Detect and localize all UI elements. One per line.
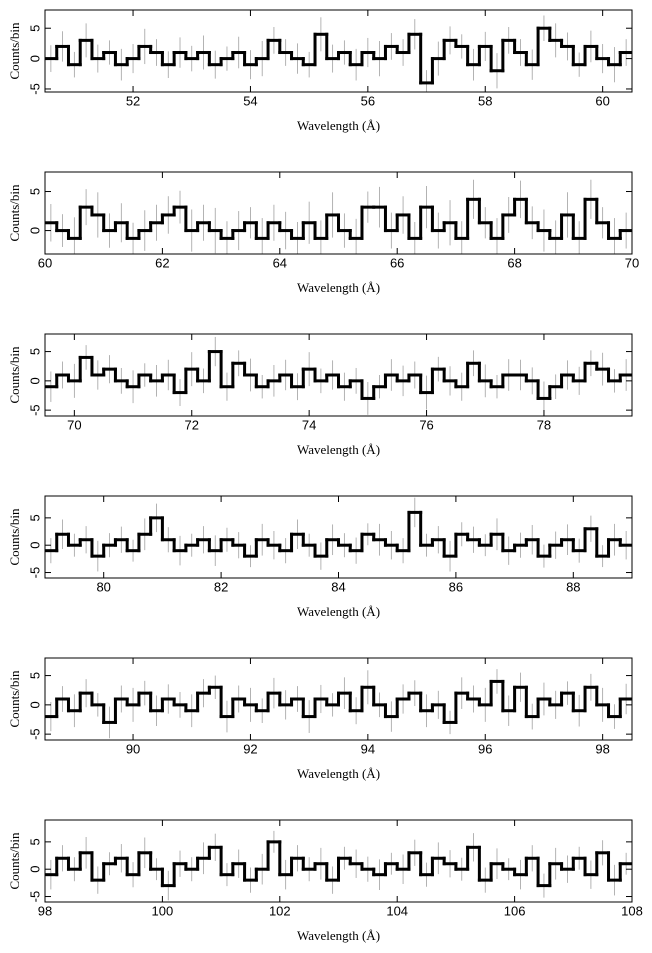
plot-frame	[44, 171, 633, 255]
panel: 70 72 74 76 78 -5 0 5 Wavelength (Å) Counts/bin	[7, 333, 633, 457]
plot-area	[45, 336, 632, 416]
x-tick-label: 60	[595, 93, 609, 108]
x-tick-label: 92	[243, 741, 257, 756]
x-tick-label: 68	[507, 255, 521, 270]
y-tick-label: -5	[27, 404, 42, 416]
y-tick-label: 0	[27, 377, 42, 384]
plot-frame	[44, 819, 633, 903]
y-axis-label: Counts/bin	[7, 670, 22, 728]
x-tick-label: 64	[273, 255, 287, 270]
y-tick-label: -5	[27, 83, 42, 95]
x-tick-label: 100	[152, 903, 174, 918]
plot-frame	[44, 657, 633, 741]
x-tick-label: 98	[595, 741, 609, 756]
y-axis-label: Counts/bin	[7, 508, 22, 566]
plot-area	[45, 179, 632, 254]
x-axis-label: Wavelength (Å)	[297, 928, 380, 943]
plot-frame	[44, 9, 633, 93]
x-tick-label: 86	[449, 579, 463, 594]
x-tick-label: 104	[386, 903, 408, 918]
x-tick-label: 74	[302, 417, 316, 432]
x-tick-label: 66	[390, 255, 404, 270]
x-tick-label: 106	[504, 903, 526, 918]
x-tick-label: 76	[419, 417, 433, 432]
plot-area	[45, 15, 632, 92]
x-tick-label: 82	[214, 579, 228, 594]
y-tick-label: 0	[27, 866, 42, 873]
x-tick-label: 108	[621, 903, 643, 918]
x-tick-label: 70	[625, 255, 639, 270]
x-tick-label: 54	[243, 93, 257, 108]
y-axis-label: Counts/bin	[7, 184, 22, 242]
plot-area	[45, 669, 632, 739]
x-tick-label: 94	[361, 741, 375, 756]
x-axis-label: Wavelength (Å)	[297, 118, 380, 133]
y-tick-label: 5	[27, 25, 42, 32]
y-tick-label: 0	[27, 701, 42, 708]
x-tick-label: 62	[155, 255, 169, 270]
x-tick-label: 70	[67, 417, 81, 432]
x-tick-label: 72	[185, 417, 199, 432]
x-tick-label: 90	[126, 741, 140, 756]
x-tick-label: 78	[537, 417, 551, 432]
x-axis-label: Wavelength (Å)	[297, 766, 380, 781]
x-axis-label: Wavelength (Å)	[297, 604, 380, 619]
y-axis-label: Counts/bin	[7, 22, 22, 80]
panel: 80 82 84 86 88 -5 0 5 Wavelength (Å) Counts/bin	[7, 495, 633, 619]
y-tick-label: 0	[27, 227, 42, 234]
y-axis-label: Counts/bin	[7, 832, 22, 890]
x-tick-label: 84	[331, 579, 345, 594]
panel: 52 54 56 58 60 -5 0 5 Wavelength (Å) Counts/bin	[7, 9, 633, 133]
y-tick-label: -5	[27, 728, 42, 740]
y-axis-label: Counts/bin	[7, 346, 22, 404]
x-tick-label: 52	[126, 93, 140, 108]
x-tick-label: 58	[478, 93, 492, 108]
plot-area	[45, 830, 632, 901]
y-tick-label: -5	[27, 567, 42, 579]
x-tick-label: 80	[96, 579, 110, 594]
x-axis-label: Wavelength (Å)	[297, 280, 380, 295]
x-axis-label: Wavelength (Å)	[297, 442, 380, 457]
y-tick-label: -5	[27, 891, 42, 903]
y-tick-label: 5	[27, 672, 42, 679]
y-tick-label: 0	[27, 542, 42, 549]
plot-frame	[44, 333, 633, 417]
panel: 60 62 64 66 68 70 0 5 Wavelength (Å) Counts/bin	[7, 171, 639, 295]
plot-area	[45, 497, 632, 572]
x-tick-label: 60	[38, 255, 52, 270]
y-tick-label: 5	[27, 188, 42, 195]
x-tick-label: 96	[478, 741, 492, 756]
x-tick-label: 102	[269, 903, 291, 918]
panel: 90 92 94 96 98 -5 0 5 Wavelength (Å) Counts/bin	[7, 657, 633, 781]
y-tick-label: 5	[27, 348, 42, 355]
x-tick-label: 88	[566, 579, 580, 594]
y-tick-label: 5	[27, 514, 42, 521]
panel: 98 100 102 104 106 108 -5 0 5 Wavelength (Å) Count…	[7, 819, 643, 943]
x-tick-label: 98	[38, 903, 52, 918]
x-tick-label: 56	[361, 93, 375, 108]
y-tick-label: 0	[27, 55, 42, 62]
y-tick-label: 5	[27, 838, 42, 845]
